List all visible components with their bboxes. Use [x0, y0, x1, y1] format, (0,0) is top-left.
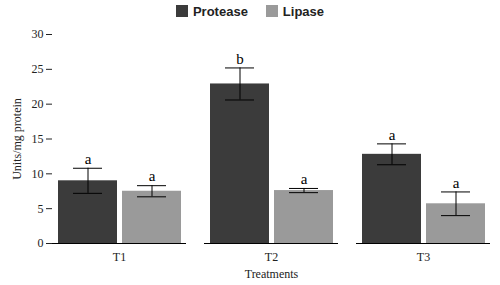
svg-text:a: a: [149, 168, 156, 184]
svg-text:30: 30: [32, 27, 44, 41]
svg-text:a: a: [301, 171, 308, 187]
svg-text:T3: T3: [417, 250, 430, 264]
svg-text:25: 25: [32, 62, 44, 76]
svg-text:T1: T1: [113, 250, 126, 264]
svg-text:15: 15: [32, 132, 44, 146]
svg-text:a: a: [389, 127, 396, 143]
svg-text:5: 5: [38, 202, 44, 216]
html-text:Protease: Protease: [192, 3, 248, 19]
svg-text:a: a: [453, 175, 460, 191]
svg-text:a: a: [85, 151, 92, 167]
svg-text:b: b: [236, 51, 244, 67]
html-text:Lipase: Lipase: [282, 3, 324, 19]
svg-text:0: 0: [38, 236, 44, 250]
svg-text:Units/mg protein: Units/mg protein: [10, 98, 24, 180]
svg-text:10: 10: [32, 167, 44, 181]
svg-text:20: 20: [32, 97, 44, 111]
svg-text:T2: T2: [265, 250, 278, 264]
svg-text:Treatments: Treatments: [245, 267, 299, 281]
